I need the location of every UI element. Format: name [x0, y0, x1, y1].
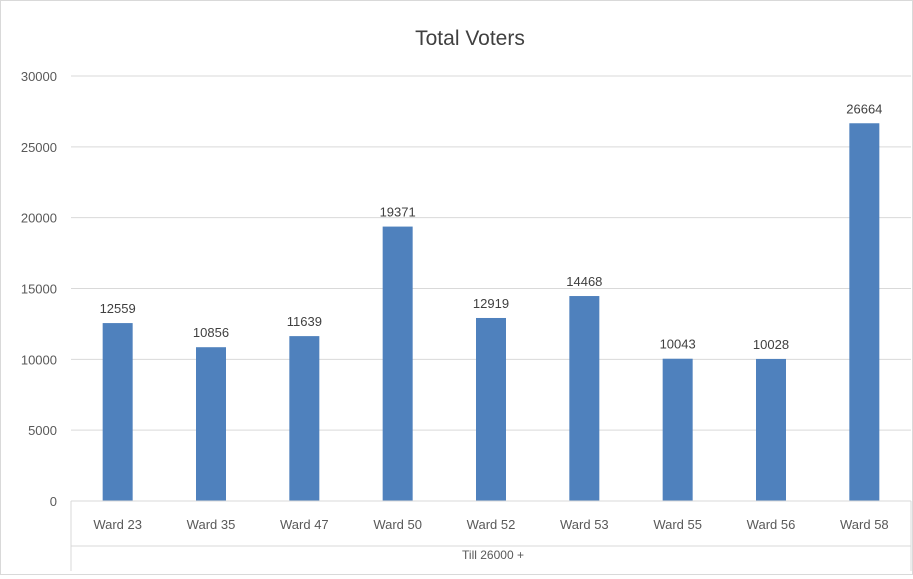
y-tick-label: 0	[50, 494, 57, 509]
data-label: 10856	[193, 325, 229, 340]
y-tick-label: 5000	[28, 423, 57, 438]
data-label: 10028	[753, 337, 789, 352]
bar-ward-47	[289, 336, 320, 501]
y-tick-label: 20000	[21, 211, 57, 226]
x-tick-label: Ward 47	[280, 517, 329, 532]
y-tick-label: 25000	[21, 140, 57, 155]
x-tick-label: Ward 35	[187, 517, 236, 532]
data-label: 14468	[566, 274, 602, 289]
y-axis-ticks: 0 5000 10000 15000 20000 25000 30000	[21, 69, 57, 509]
bar-ward-56	[756, 358, 786, 501]
bar-ward-50	[382, 226, 413, 501]
x-axis: Ward 23 Ward 35 Ward 47 Ward 50 Ward 52 Ward …	[70, 500, 912, 571]
bar-ward-53	[569, 296, 600, 501]
x-tick-label: Ward 55	[653, 517, 702, 532]
data-labels: 12559 10856 11639 19371 12919 14468 10043 10028…	[100, 101, 883, 352]
y-tick-label: 30000	[21, 69, 57, 84]
bar-ward-23	[102, 323, 133, 501]
data-label: 26664	[846, 101, 882, 116]
data-label: 12559	[100, 301, 136, 316]
x-tick-label: Ward 23	[93, 517, 142, 532]
bar-ward-52	[476, 317, 506, 501]
bar-ward-55	[662, 358, 693, 501]
data-label: 19371	[380, 205, 416, 220]
chart-title: Total Voters	[415, 27, 525, 50]
data-label: 12919	[473, 296, 509, 311]
x-tick-label: Ward 58	[840, 517, 889, 532]
bar-ward-58	[849, 123, 880, 501]
y-tick-label: 10000	[21, 352, 57, 367]
bars	[102, 123, 880, 501]
data-label: 10043	[660, 337, 696, 352]
data-label: 11639	[287, 314, 322, 329]
x-tick-label: Ward 52	[467, 517, 516, 532]
x-tick-label: Ward 56	[747, 517, 796, 532]
y-tick-label: 15000	[21, 282, 57, 297]
x-tick-label: Ward 50	[373, 517, 422, 532]
bar-ward-35	[196, 347, 226, 501]
category-group-label: Till 26000 +	[462, 548, 524, 562]
x-tick-label: Ward 53	[560, 517, 609, 532]
